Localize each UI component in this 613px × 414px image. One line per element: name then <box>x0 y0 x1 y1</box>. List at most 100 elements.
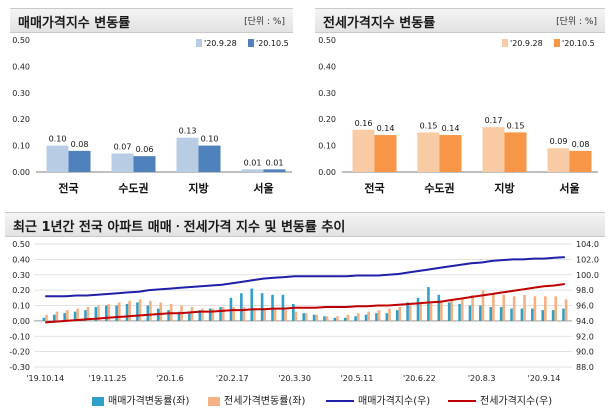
jeonse-category-2: 지방 <box>494 181 514 195</box>
trend-bar-s1-37 <box>429 302 433 321</box>
sale-ytick-5: 0.50 <box>12 36 30 45</box>
trend-bar-s1-34 <box>398 307 402 321</box>
jeonse-category-0: 전국 <box>364 181 384 195</box>
trend-bar-s0-20 <box>250 288 254 321</box>
sale-label-s0-3: 0.01 <box>244 158 262 167</box>
trend-line-sale-index <box>45 256 565 298</box>
jeonse-panel-unit: [단위 : %] <box>556 17 597 27</box>
trend-bar-s0-21 <box>260 293 264 321</box>
trend-bar-s0-24 <box>292 303 295 321</box>
trend-xtick-3: '20.2.17 <box>216 374 249 383</box>
trend-bar-s1-0 <box>45 314 48 321</box>
jeonse-legend-swatch-1 <box>554 39 560 47</box>
trend-bar-s1-31 <box>367 311 370 321</box>
trend-ytick-right-4: 96.0 <box>576 302 594 311</box>
trend-bar-s1-50 <box>564 299 568 321</box>
trend-bar-s1-3 <box>76 308 79 321</box>
trend-bar-s0-33 <box>385 313 389 321</box>
trend-bar-s1-20 <box>253 308 256 321</box>
trend-legend: 매매가격변동률(좌) 전세가격변동률(좌) 매매가격지수(우) 전세가격지수(우… <box>30 392 590 410</box>
sale-bar-s0-2 <box>176 137 199 172</box>
jeonse-legend-label-1: '20.10.5 <box>562 39 595 48</box>
trend-bar-s1-29 <box>346 314 350 321</box>
trend-bar-s0-48 <box>541 310 545 321</box>
trend-bar-s0-7 <box>115 305 118 321</box>
trend-bar-s0-1 <box>52 314 56 321</box>
trend-ytick-left-8: -0.30 <box>9 363 30 372</box>
jeonse-label-s1-2: 0.15 <box>507 121 525 130</box>
legend-sale-index-swatch <box>326 400 354 402</box>
trend-bar-s0-45 <box>510 308 513 321</box>
sale-label-s0-2: 0.13 <box>179 127 197 136</box>
trend-bar-s1-43 <box>492 293 495 321</box>
trend-ytick-right-8: 88.0 <box>576 363 594 372</box>
legend-jeonse-index: 전세가격지수(우) <box>448 392 552 407</box>
jeonse-bar-s1-1 <box>439 135 462 172</box>
trend-ytick-right-7: 90.0 <box>576 348 594 357</box>
jeonse-label-s0-2: 0.17 <box>485 116 503 125</box>
jeonse-bar-s1-2 <box>504 132 527 172</box>
trend-xtick-6: '20.6.22 <box>403 374 436 383</box>
trend-bar-s0-36 <box>416 297 420 321</box>
trend-bar-s1-26 <box>315 314 318 321</box>
sale-legend-swatch-1 <box>248 39 254 47</box>
jeonse-bar-s0-3 <box>547 148 570 172</box>
jeonse-legend-label-0: '20.9.28 <box>510 39 543 48</box>
sale-panel-title-bar: 매매가격지수 변동률 [단위 : %] <box>10 8 293 33</box>
trend-bar-s1-15 <box>201 308 204 321</box>
sale-label-s1-3: 0.01 <box>266 158 284 167</box>
trend-xtick-2: '20.1.6 <box>156 374 184 383</box>
trend-bar-s0-5 <box>94 307 98 321</box>
trend-bar-s1-39 <box>450 299 454 321</box>
trend-bar-s0-19 <box>240 293 243 321</box>
trend-bar-s1-28 <box>336 316 339 321</box>
trend-bar-s1-6 <box>107 303 111 321</box>
trend-bar-s0-31 <box>364 314 368 321</box>
trend-bar-s1-40 <box>460 297 464 321</box>
trend-ytick-right-3: 98.0 <box>576 286 594 295</box>
jeonse-label-s0-1: 0.15 <box>420 121 438 130</box>
trend-bar-s0-43 <box>489 307 493 321</box>
jeonse-bar-s1-0 <box>374 135 397 172</box>
jeonse-label-s0-3: 0.09 <box>550 137 568 146</box>
trend-xtick-7: '20.8.3 <box>468 374 496 383</box>
trend-bar-s0-28 <box>333 317 337 321</box>
trend-bar-s1-36 <box>419 303 422 321</box>
trend-bar-s1-45 <box>512 296 516 321</box>
trend-bar-s0-14 <box>188 311 191 321</box>
trend-bar-s1-32 <box>377 310 381 321</box>
trend-bar-s0-30 <box>354 316 357 321</box>
legend-sale-index: 매매가격지수(우) <box>326 392 430 407</box>
sale-label-s1-0: 0.08 <box>71 140 89 149</box>
trend-bar-s1-47 <box>533 296 537 321</box>
legend-sale-rate-label: 매매가격변동률(좌) <box>108 396 190 407</box>
sale-ytick-2: 0.20 <box>12 115 30 124</box>
sale-category-1: 수도권 <box>118 182 148 195</box>
trend-bar-s1-9 <box>138 299 142 321</box>
trend-bar-s0-39 <box>447 302 451 321</box>
trend-bar-s0-32 <box>375 313 378 321</box>
trend-xtick-0: '19.10.14 <box>26 374 64 383</box>
trend-chart: 0.50 0.40 0.30 0.20 0.10 0.00 -0.10 -0.20 -0.30 1… <box>9 240 599 383</box>
trend-bar-s1-1 <box>55 311 59 321</box>
trend-ytick-left-5: 0.00 <box>12 317 30 326</box>
trend-bar-s0-9 <box>136 302 139 321</box>
legend-sale-rate: 매매가격변동률(좌) <box>92 392 189 407</box>
trend-bar-s1-10 <box>149 300 152 321</box>
trend-ytick-right-0: 104.0 <box>576 240 599 249</box>
trend-bar-s1-17 <box>221 307 225 321</box>
sale-category-0: 전국 <box>58 181 78 195</box>
trend-ytick-left-0: 0.50 <box>12 240 30 249</box>
trend-bar-s1-38 <box>440 300 443 321</box>
legend-jeonse-index-label: 전세가격지수(우) <box>480 396 553 407</box>
sale-category-2: 지방 <box>188 181 208 195</box>
trend-bar-s0-38 <box>437 294 441 321</box>
jeonse-category-3: 서울 <box>559 181 579 195</box>
trend-bar-s0-12 <box>167 310 170 321</box>
jeonse-bar-s1-3 <box>569 150 592 172</box>
jeonse-label-s1-0: 0.14 <box>377 124 395 133</box>
trend-bar-s0-42 <box>479 305 482 321</box>
trend-bar-s0-25 <box>302 313 305 321</box>
sale-panel-unit: [단위 : %] <box>244 17 285 27</box>
jeonse-panel-title: 전세가격지수 변동률 <box>323 16 436 31</box>
